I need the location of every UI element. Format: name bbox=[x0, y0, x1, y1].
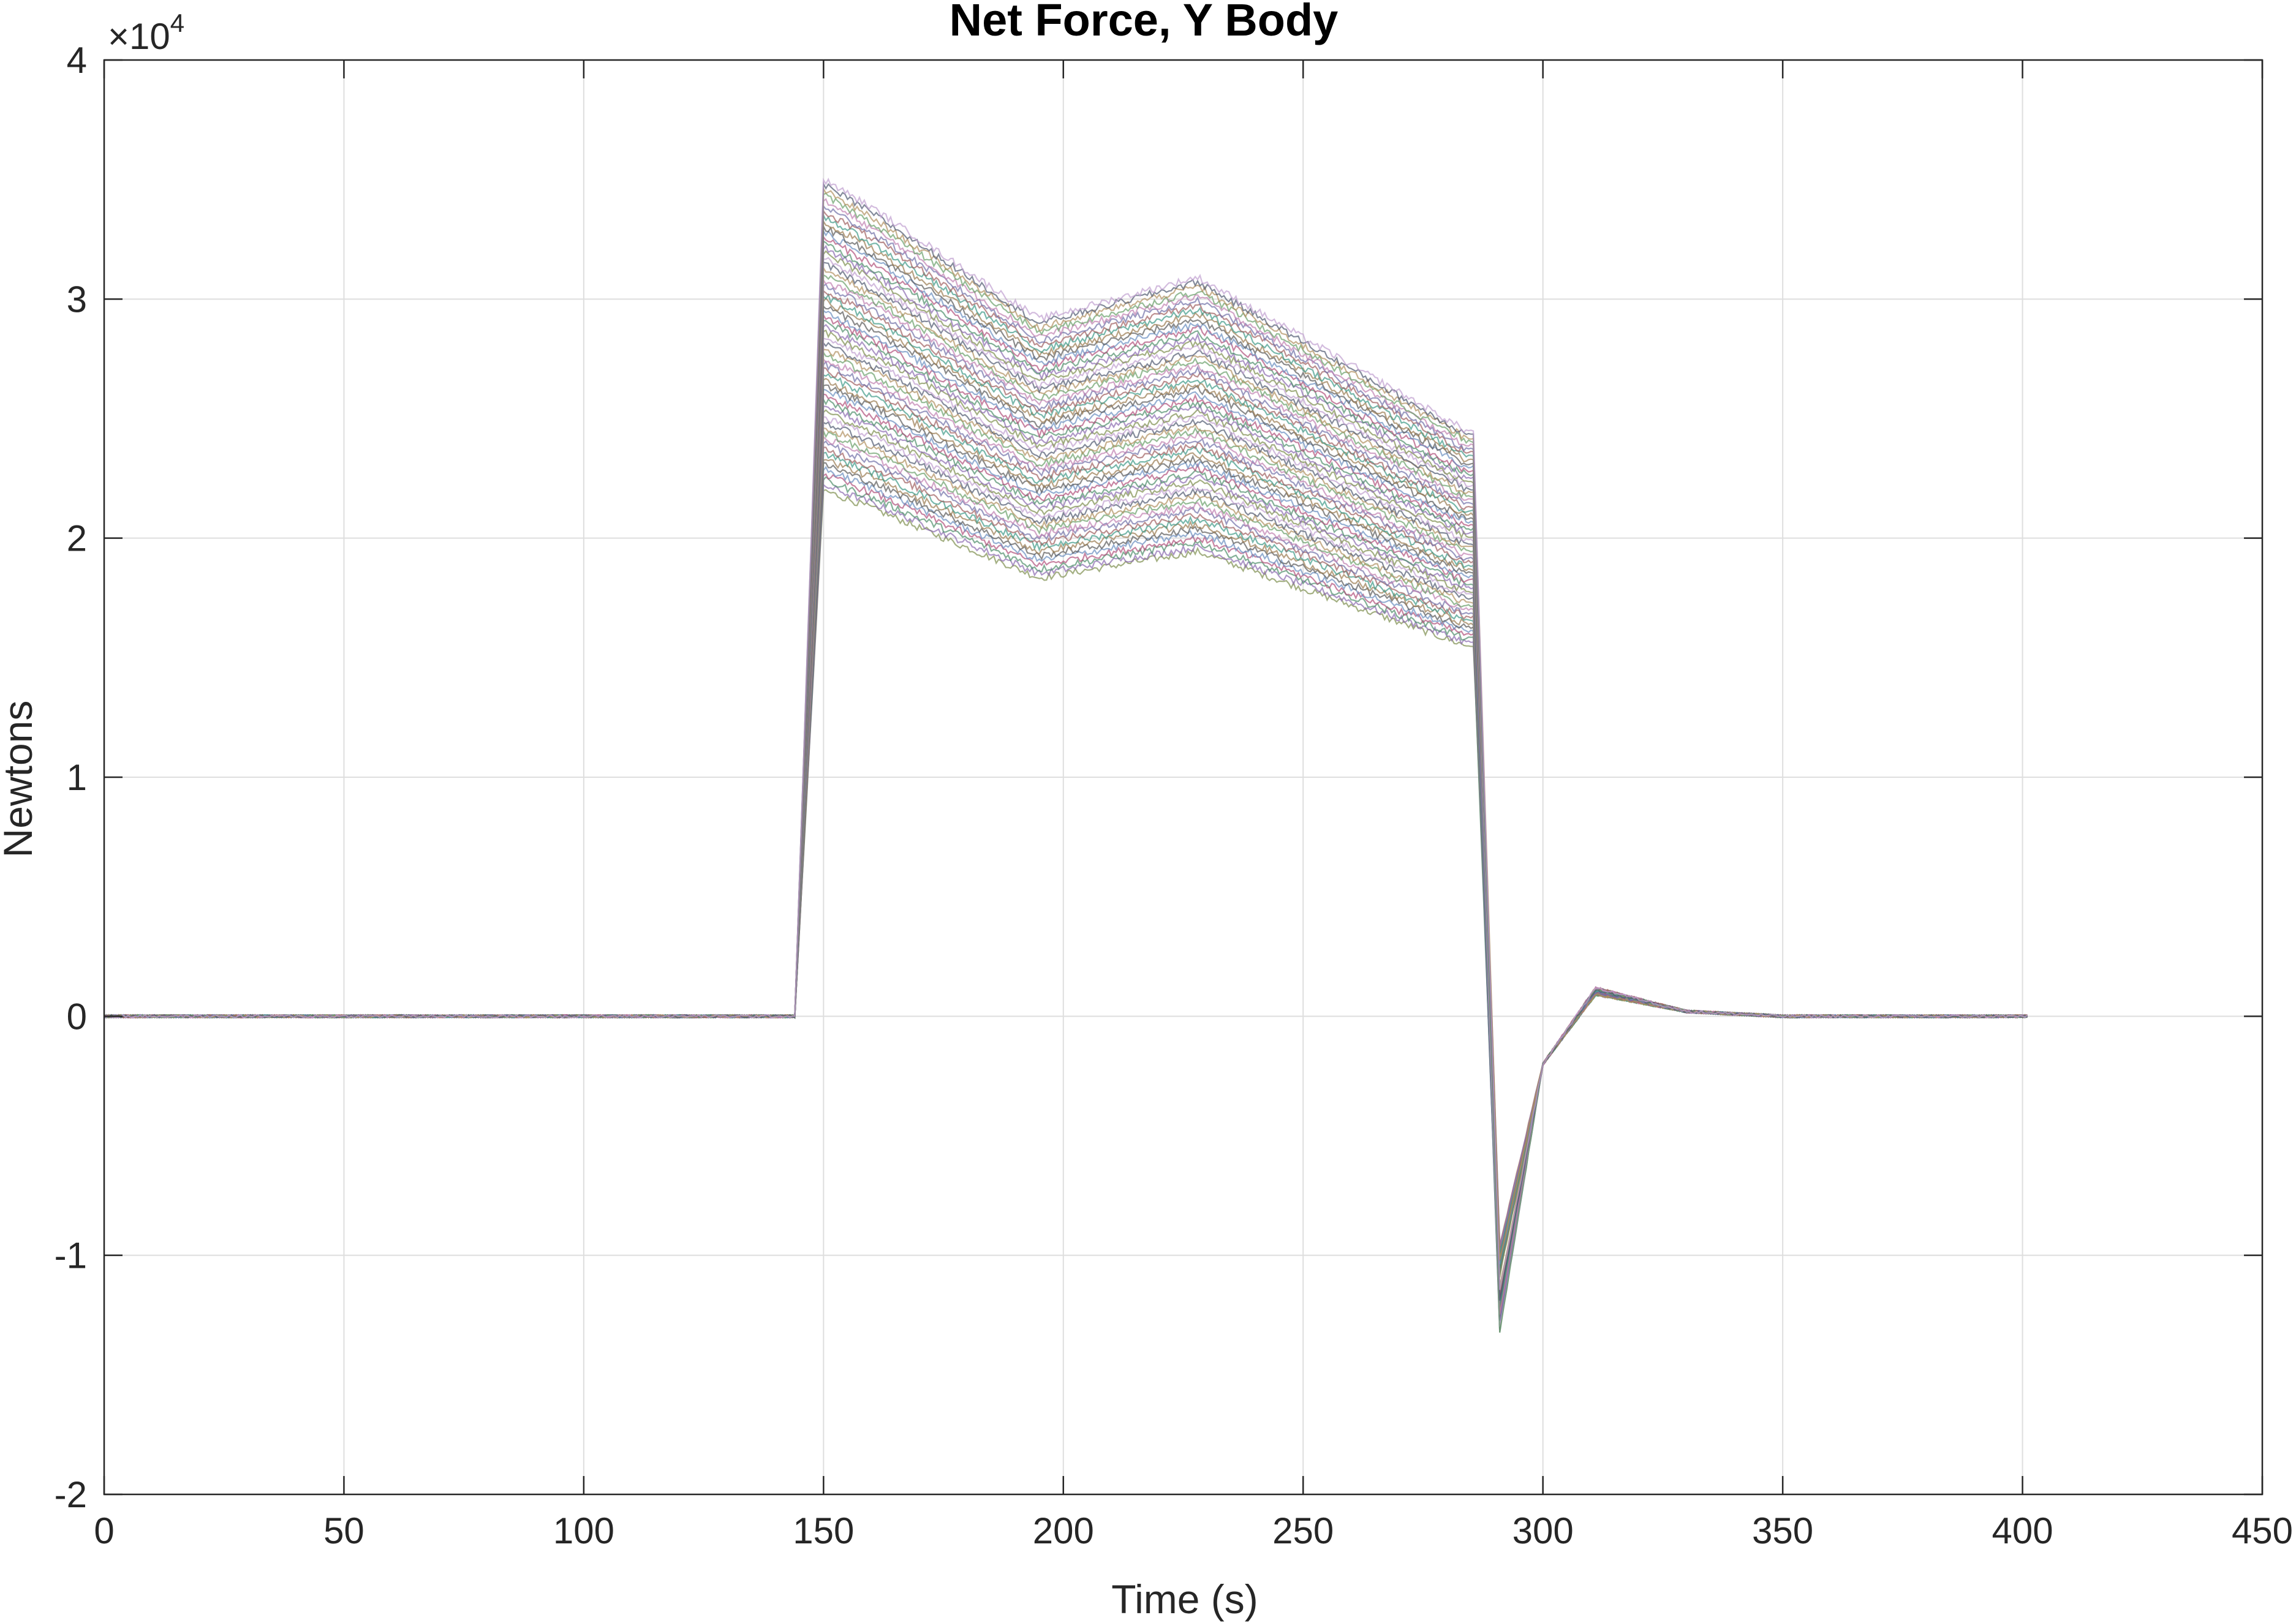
x-tick-label: 450 bbox=[2232, 1510, 2293, 1551]
y-tick-label: -1 bbox=[55, 1235, 87, 1276]
series-line bbox=[104, 177, 2028, 1290]
y-tick-label: 1 bbox=[67, 757, 87, 798]
y-tick-label: 0 bbox=[67, 996, 87, 1037]
ticks: 0 50 100 150 200 250 300 350 400 450 -2 -1 0 1 2 3 4 bbox=[55, 40, 2293, 1551]
x-tick-label: 100 bbox=[553, 1510, 614, 1551]
y-axis-label: Newtons bbox=[0, 701, 40, 858]
y-tick-label: 3 bbox=[67, 279, 87, 320]
chart-title: Net Force, Y Body bbox=[950, 0, 1339, 45]
y-axis-exponent-label: ×104 bbox=[108, 9, 184, 57]
x-tick-label: 150 bbox=[793, 1510, 854, 1551]
exponent-base: ×10 bbox=[108, 16, 170, 57]
x-axis-label: Time (s) bbox=[1111, 1576, 1258, 1622]
y-tick-label: 2 bbox=[67, 518, 87, 559]
y-tick-label: -2 bbox=[55, 1474, 87, 1515]
x-tick-label: 300 bbox=[1512, 1510, 1574, 1551]
x-tick-label: 0 bbox=[94, 1510, 114, 1551]
x-tick-label: 50 bbox=[323, 1510, 364, 1551]
x-tick-label: 400 bbox=[1992, 1510, 2053, 1551]
x-tick-label: 200 bbox=[1033, 1510, 1094, 1551]
y-tick-label: 4 bbox=[67, 40, 87, 81]
x-tick-label: 350 bbox=[1752, 1510, 1813, 1551]
x-tick-label: 250 bbox=[1272, 1510, 1334, 1551]
exponent-power: 4 bbox=[170, 9, 184, 37]
series-lines bbox=[104, 177, 2028, 1333]
